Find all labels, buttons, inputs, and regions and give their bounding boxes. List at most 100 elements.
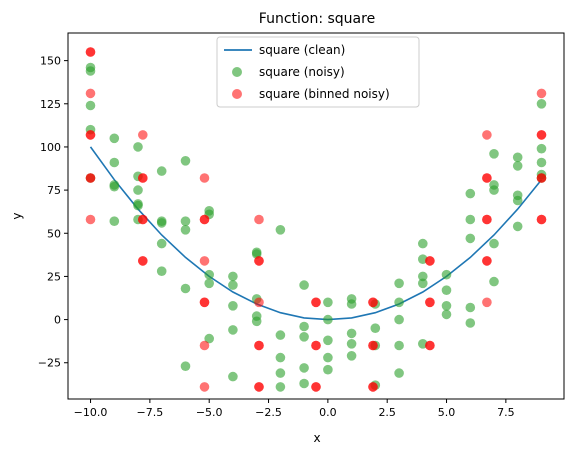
plot-frame: [67, 32, 565, 400]
noisy-point: [156, 266, 167, 277]
x-tick-label: −10.0: [74, 406, 108, 419]
noisy-point: [418, 278, 428, 289]
x-axis-label: x: [313, 431, 320, 445]
binned-point: [536, 214, 547, 225]
binned-point: [199, 297, 210, 308]
noisy-point: [85, 100, 96, 111]
noisy-point: [489, 185, 499, 195]
noisy-point: [299, 332, 309, 342]
noisy-point: [536, 143, 547, 154]
noisy-point: [275, 330, 286, 340]
noisy-point: [299, 378, 309, 389]
binned-point: [311, 297, 321, 308]
noisy-point: [465, 302, 476, 313]
binned-point: [199, 173, 210, 183]
noisy-point: [394, 297, 404, 308]
noisy-point: [109, 181, 120, 192]
noisy-point: [275, 352, 286, 363]
binned-point: [425, 340, 435, 351]
noisy-point: [180, 156, 191, 166]
noisy-point: [323, 352, 333, 363]
binned-point: [536, 130, 547, 140]
noisy-point: [441, 301, 452, 311]
x-tick-label: 7.5: [497, 406, 515, 419]
noisy-point: [346, 339, 357, 349]
legend-swatch-binned: [232, 89, 242, 99]
noisy-point: [109, 216, 120, 226]
x-tick-label: −2.5: [255, 406, 282, 419]
noisy-point: [489, 276, 499, 287]
noisy-point: [465, 188, 476, 199]
y-tick-label: 75: [47, 184, 61, 197]
noisy-point: [512, 195, 523, 206]
binned-point: [254, 214, 264, 225]
noisy-point: [465, 318, 476, 328]
x-axis-ticks: −10.0 −7.5 −5.0 −2.5 0.0 2.5 5.0 7.5: [74, 399, 515, 419]
binned-point: [482, 214, 492, 225]
noisy-point: [299, 321, 309, 332]
binned-point: [254, 297, 264, 308]
y-tick-label: 25: [47, 270, 61, 283]
noisy-point: [465, 233, 476, 244]
binned-point: [254, 340, 264, 351]
binned-point: [368, 297, 378, 308]
noisy-point: [299, 363, 309, 373]
noisy-point: [346, 351, 357, 361]
noisy-point: [394, 314, 404, 325]
binned-point: [311, 382, 321, 392]
chart-title: Function: square: [259, 11, 375, 27]
y-tick-label: 100: [40, 141, 61, 154]
noisy-point: [228, 371, 238, 382]
noisy-point: [370, 323, 381, 334]
noisy-point: [489, 238, 499, 249]
legend-label-binned: square (binned noisy): [259, 87, 390, 101]
binned-point: [254, 256, 264, 266]
binned-point: [85, 47, 96, 57]
binned-point: [368, 340, 378, 351]
noisy-point: [323, 364, 333, 375]
noisy-point: [133, 185, 143, 195]
y-tick-label: −25: [38, 357, 61, 370]
binned-point: [85, 214, 96, 225]
binned-point: [425, 297, 435, 308]
y-tick-label: 50: [47, 227, 61, 240]
noisy-point: [109, 157, 120, 168]
noisy-point: [180, 216, 191, 226]
legend-swatch-noisy: [232, 67, 242, 77]
noisy-point: [204, 278, 214, 289]
noisy-point: [323, 314, 333, 325]
x-tick-label: −5.0: [196, 406, 223, 419]
binned-point: [85, 173, 96, 183]
noisy-point: [489, 149, 499, 159]
noisy-point: [109, 133, 120, 144]
y-tick-label: 0: [54, 314, 61, 327]
binned-point: [482, 173, 492, 183]
y-axis-ticks: −25 0 25 50 75 100 125 150: [38, 55, 68, 370]
noisy-point: [465, 214, 476, 225]
noisy-point: [299, 280, 309, 290]
noisy-point: [251, 316, 262, 327]
binned-point: [482, 256, 492, 266]
noisy-point: [228, 271, 238, 282]
noisy-point: [418, 238, 428, 249]
x-tick-label: −7.5: [137, 406, 164, 419]
noisy-point: [512, 152, 523, 163]
noisy-point: [536, 99, 547, 109]
noisy-point: [394, 278, 404, 289]
binned-point: [254, 382, 264, 392]
binned-point: [138, 256, 148, 266]
binned-point: [138, 173, 148, 183]
noisy-point: [394, 340, 404, 351]
noisy-point: [180, 361, 191, 372]
binned-point: [199, 340, 210, 351]
y-tick-label: 150: [40, 55, 61, 68]
noisy-point: [512, 221, 523, 232]
noisy-point: [228, 325, 238, 335]
noisy-point: [180, 283, 191, 294]
legend-label-noisy: square (noisy): [259, 65, 345, 79]
x-tick-label: 0.0: [319, 406, 337, 419]
binned-point: [199, 256, 210, 266]
noisy-point: [323, 335, 333, 346]
noisy-point: [394, 368, 404, 378]
x-tick-label: 2.5: [378, 406, 396, 419]
